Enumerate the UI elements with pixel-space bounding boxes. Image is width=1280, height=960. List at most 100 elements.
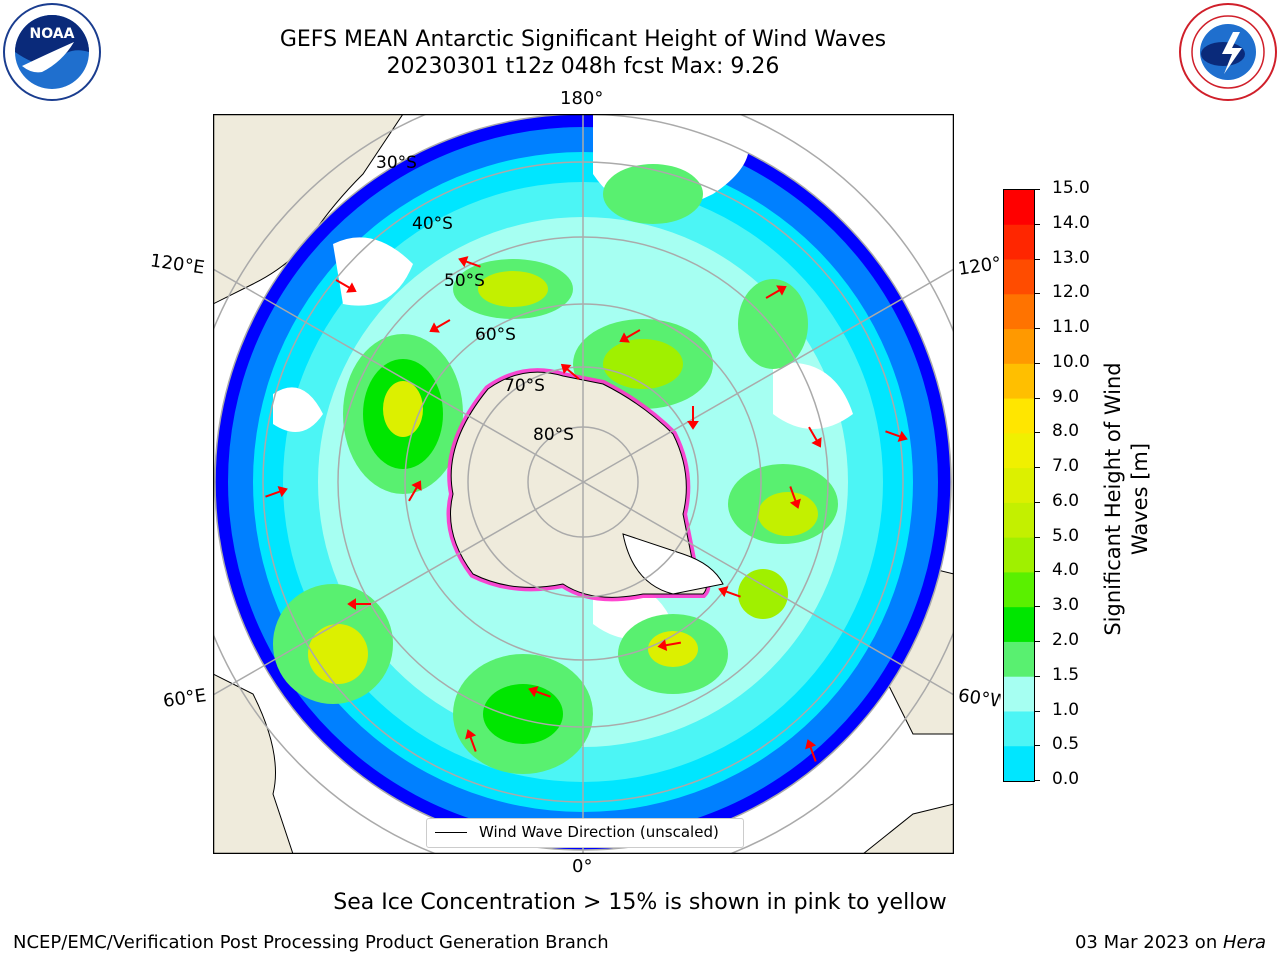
colorbar-band	[1004, 711, 1034, 747]
colorbar-band	[1004, 398, 1034, 434]
colorbar-tick-label: 3.0	[1052, 595, 1080, 616]
colorbar-bands	[1004, 190, 1034, 782]
colorbar-band	[1004, 607, 1034, 643]
arrow	[528, 686, 551, 698]
arrow	[465, 729, 477, 752]
colorbar-tick-mark	[1034, 606, 1040, 608]
outer-land	[212, 113, 955, 855]
arrow	[429, 319, 451, 333]
colorbar-tick-label: 0.5	[1052, 734, 1080, 755]
arrow	[789, 486, 801, 509]
colorbar-tick-mark	[1034, 293, 1040, 295]
colorbar-tick-label: 6.0	[1052, 490, 1080, 511]
colorbar-band	[1004, 537, 1034, 573]
colorbar-tick-label: 7.0	[1052, 456, 1080, 477]
colorbar-band	[1004, 502, 1034, 539]
graticule	[213, 114, 954, 854]
colorbar-band	[1004, 433, 1034, 469]
colorbar-label: Significant Height of Wind Waves [m]	[1100, 339, 1154, 659]
colorbar-tick-label: 12.0	[1052, 282, 1090, 303]
arrow	[765, 285, 787, 299]
colorbar-tick-mark	[1034, 710, 1040, 712]
colorbar-band	[1004, 294, 1034, 330]
arrow	[808, 426, 822, 448]
colorbar-tick-label: 8.0	[1052, 421, 1080, 442]
lon-label-60e: 60°E	[161, 685, 208, 712]
colorbar-tick-mark	[1034, 501, 1040, 503]
lon-label-120e: 120°E	[148, 250, 206, 279]
colorbar-label-line1: Significant Height of Wind	[1101, 362, 1125, 636]
lat-label-70: 70°S	[504, 376, 545, 396]
arrow	[885, 430, 908, 442]
colorbar-band	[1004, 329, 1034, 365]
svg-text:NOAA: NOAA	[30, 26, 75, 42]
arrow	[335, 279, 357, 293]
colorbar-tick-mark	[1034, 189, 1040, 190]
colorbar-tick-mark	[1034, 223, 1040, 225]
colorbar-band	[1004, 259, 1034, 295]
colorbar	[1003, 189, 1035, 782]
colorbar-tick-mark	[1034, 675, 1040, 677]
noaa-logo: NOAA	[2, 2, 102, 102]
lat-label-80: 80°S	[533, 425, 574, 445]
colorbar-tick-mark	[1034, 328, 1040, 330]
colorbar-tick-label: 14.0	[1052, 212, 1090, 233]
colorbar-tick-mark	[1034, 640, 1040, 642]
legend-label: Wind Wave Direction (unscaled)	[479, 823, 719, 841]
colorbar-band	[1004, 468, 1034, 504]
colorbar-tick-label: 1.5	[1052, 664, 1080, 685]
footer-date: 03 Mar 2023 on	[1074, 932, 1223, 953]
colorbar-tick-label: 1.0	[1052, 699, 1080, 720]
nws-logo	[1178, 2, 1278, 102]
sea-ice-note: Sea Ice Concentration > 15% is shown in …	[333, 890, 947, 915]
colorbar-band	[1004, 572, 1034, 608]
lon-label-0: 0°	[572, 856, 593, 877]
colorbar-band	[1004, 190, 1034, 226]
footer-host: Hera	[1222, 932, 1266, 953]
legend-line-swatch	[435, 832, 467, 833]
arrow	[718, 586, 741, 598]
colorbar-band	[1004, 641, 1034, 678]
colorbar-tick-label: 4.0	[1052, 560, 1080, 581]
colorbar-tick-mark	[1034, 780, 1040, 781]
lon-label-120w: 120°W	[956, 253, 1002, 280]
arrow	[657, 639, 682, 651]
colorbar-tick-mark	[1034, 745, 1040, 747]
arrow	[619, 329, 641, 343]
title-line1: GEFS MEAN Antarctic Significant Height o…	[279, 27, 887, 52]
wave-direction-arrows	[265, 256, 908, 762]
colorbar-tick-mark	[1034, 432, 1040, 434]
colorbar-label-line2: Waves [m]	[1128, 442, 1152, 556]
arrow	[560, 363, 580, 380]
colorbar-tick-mark	[1034, 362, 1040, 364]
colorbar-tick-label: 15.0	[1052, 178, 1090, 198]
lat-label-30: 30°S	[376, 153, 417, 173]
arrow	[805, 739, 817, 762]
arrow	[687, 406, 699, 430]
arrow	[265, 486, 288, 498]
polar-map: 30°S 40°S 50°S 60°S 70°S 80°S	[212, 113, 955, 855]
footer-left: NCEP/EMC/Verification Post Processing Pr…	[13, 932, 609, 953]
title-line2: 20230301 t12z 048h fcst Max: 9.26	[386, 54, 780, 79]
colorbar-tick-mark	[1034, 536, 1040, 538]
colorbar-tick-label: 0.0	[1052, 769, 1080, 789]
arrow	[408, 480, 422, 502]
lat-label-50: 50°S	[444, 271, 485, 291]
arrow	[347, 598, 371, 610]
lat-label-60: 60°S	[475, 325, 516, 345]
colorbar-tick-label: 10.0	[1052, 351, 1090, 372]
colorbar-band	[1004, 676, 1034, 712]
colorbar-tick-mark	[1034, 258, 1040, 260]
lon-label-180: 180°	[560, 88, 604, 109]
colorbar-tick-mark	[1034, 467, 1040, 469]
map-legend: Wind Wave Direction (unscaled)	[426, 818, 744, 848]
colorbar-tick-label: 13.0	[1052, 247, 1090, 268]
footer-right: 03 Mar 2023 on Hera	[1075, 932, 1266, 953]
colorbar-band	[1004, 363, 1034, 400]
colorbar-tick-mark	[1034, 397, 1040, 399]
map-panel: 30°S 40°S 50°S 60°S 70°S 80°S	[212, 113, 955, 855]
lon-label-60w: 60°W	[956, 685, 1002, 712]
colorbar-tick-label: 2.0	[1052, 629, 1080, 650]
colorbar-tick-label: 5.0	[1052, 525, 1080, 546]
colorbar-band	[1004, 224, 1034, 261]
